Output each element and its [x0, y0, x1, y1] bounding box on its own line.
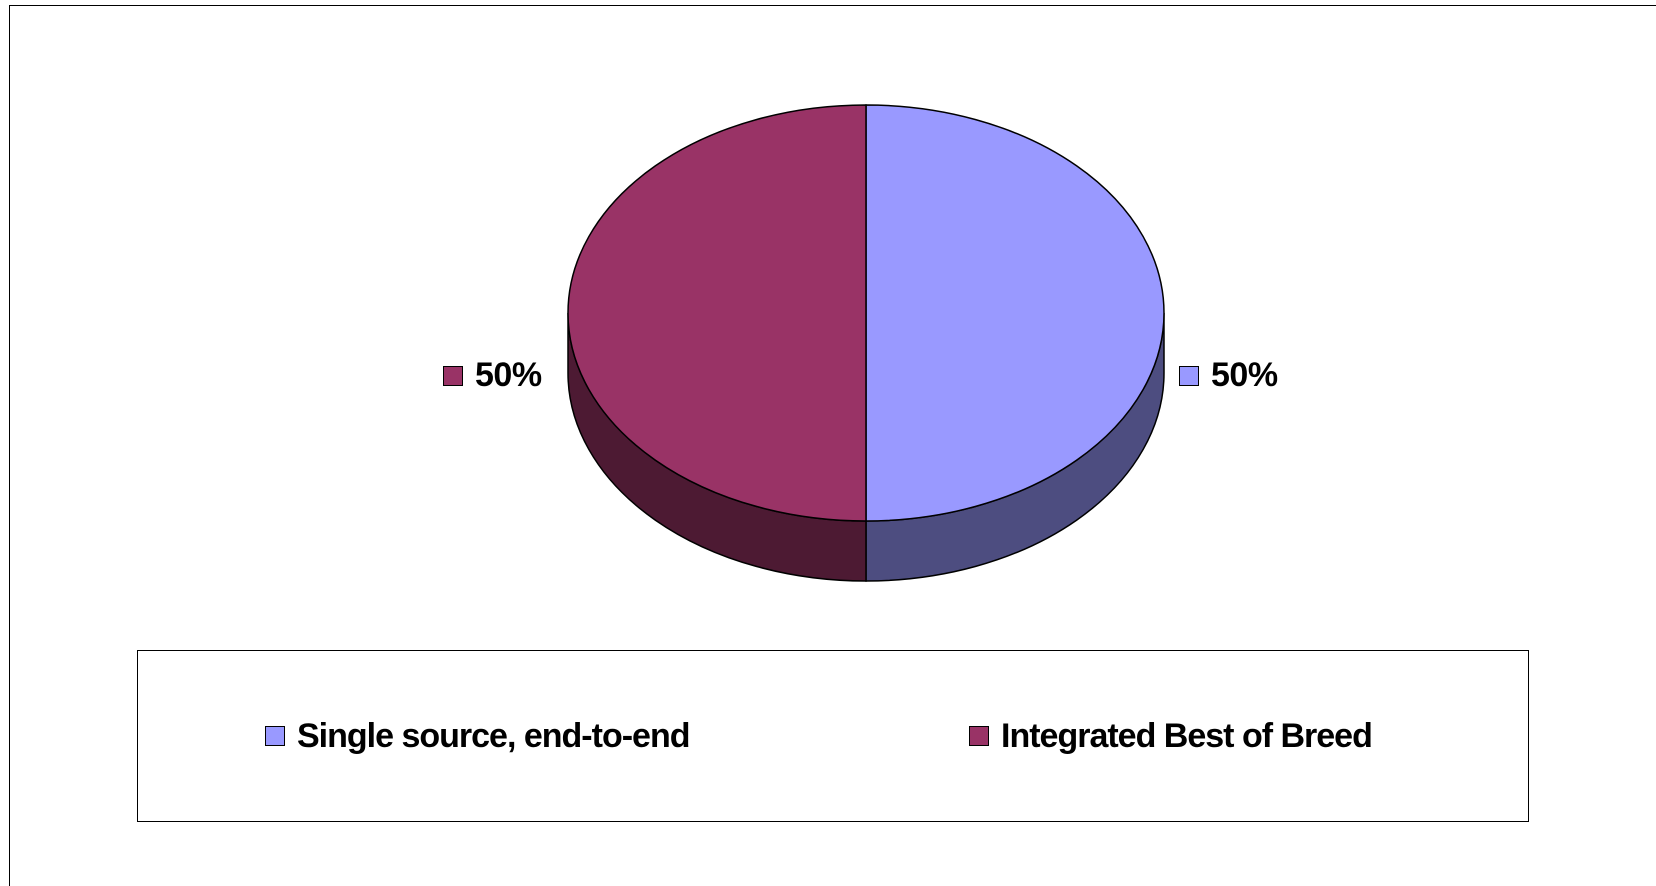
- data-label-value: 50%: [1211, 356, 1278, 394]
- data-label-integrated: 50%: [443, 356, 542, 395]
- pie-slice-integrated[interactable]: [567, 104, 867, 522]
- legend-item-single-source[interactable]: Single source, end-to-end: [265, 651, 690, 821]
- data-label-swatch: [443, 365, 463, 386]
- data-label-swatch: [1179, 365, 1199, 386]
- legend-label: Single source, end-to-end: [297, 716, 690, 755]
- legend: Single source, end-to-end Integrated Bes…: [137, 650, 1529, 822]
- legend-swatch: [265, 726, 285, 746]
- legend-swatch: [969, 726, 989, 746]
- legend-item-integrated[interactable]: Integrated Best of Breed: [969, 651, 1373, 821]
- legend-label: Integrated Best of Breed: [1001, 716, 1373, 755]
- data-label-single-source: 50%: [1179, 356, 1278, 395]
- data-label-value: 50%: [475, 356, 542, 394]
- pie-slice-single-source[interactable]: [865, 104, 1165, 522]
